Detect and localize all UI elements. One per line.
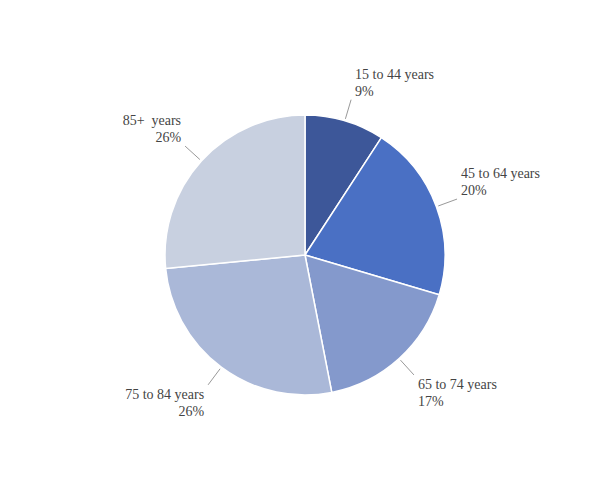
slice-percent: 20% bbox=[461, 183, 487, 198]
slice-percent: 26% bbox=[155, 130, 181, 145]
slice-label: 65 to 74 years bbox=[418, 377, 497, 392]
connector-line bbox=[400, 360, 413, 375]
connector-line bbox=[185, 146, 200, 159]
connector-line bbox=[438, 199, 457, 206]
labels: 15 to 44 years 9% 45 to 64 years 20% 65 to 7… bbox=[123, 67, 540, 419]
chart-container: 15 to 44 years 9% 45 to 64 years 20% 65 to 7… bbox=[0, 0, 611, 500]
slice-percent: 9% bbox=[355, 84, 374, 99]
slice-percent: 17% bbox=[418, 394, 444, 409]
slice-label: 45 to 64 years bbox=[461, 166, 540, 181]
connector-line bbox=[345, 100, 351, 119]
pie-chart: 15 to 44 years 9% 45 to 64 years 20% 65 to 7… bbox=[0, 0, 611, 500]
slice-label: 85+ years bbox=[123, 113, 181, 128]
slice bbox=[165, 115, 305, 268]
slice-label: 75 to 84 years bbox=[125, 387, 204, 402]
slice-label: 15 to 44 years bbox=[355, 67, 434, 82]
slice-percent: 26% bbox=[178, 404, 204, 419]
slices bbox=[165, 115, 445, 395]
slice bbox=[166, 255, 332, 395]
connector-line bbox=[208, 369, 220, 385]
